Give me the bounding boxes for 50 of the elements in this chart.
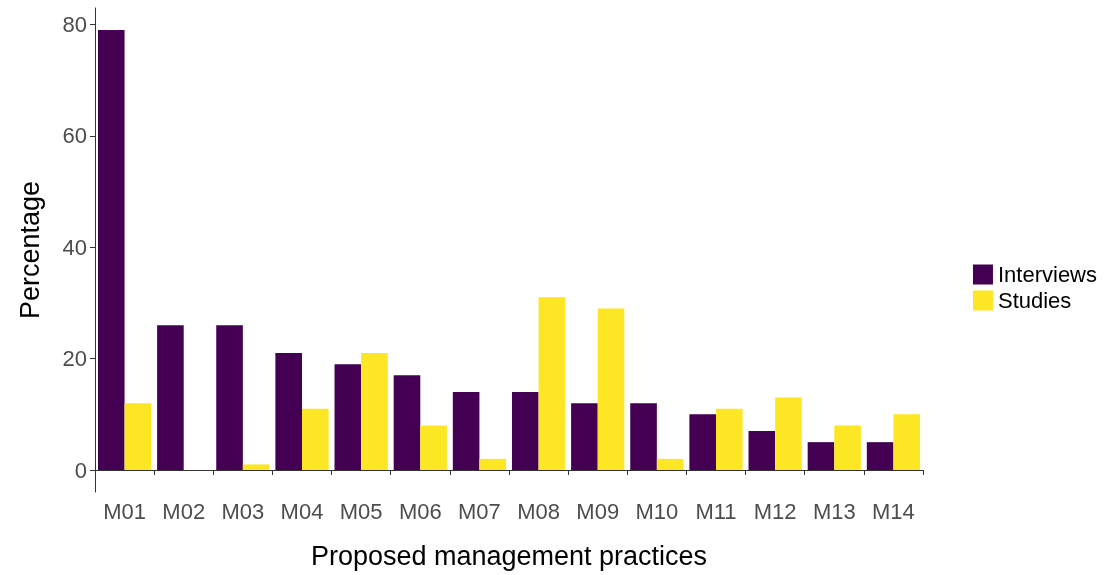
bar: [807, 442, 835, 470]
bar: [538, 297, 566, 470]
legend-label: Studies: [997, 288, 1072, 313]
y-axis-title: Percentage: [14, 180, 45, 320]
bar: [124, 403, 152, 470]
x-tick-label: M11: [695, 498, 737, 524]
bar: [242, 464, 270, 470]
y-tick-label: 0: [74, 457, 87, 483]
x-tick-label: M04: [280, 498, 324, 524]
bar: [866, 442, 894, 470]
x-tick-label: M05: [339, 498, 383, 524]
x-tick-label: M13: [812, 498, 856, 524]
x-tick-label: M12: [753, 498, 797, 524]
y-tick-label: 60: [62, 123, 87, 149]
bar: [748, 431, 776, 470]
bar: [597, 308, 625, 470]
bar: [893, 414, 921, 470]
x-axis-title: Proposed management practices: [310, 540, 708, 571]
bar: [157, 325, 184, 470]
x-tick-label: M08: [517, 498, 560, 524]
bar: [630, 403, 657, 470]
bar: [834, 425, 861, 470]
y-tick-label: 40: [62, 234, 87, 260]
bar: [656, 458, 684, 470]
bar: [420, 425, 447, 470]
bar: [511, 392, 539, 470]
legend-label: Interviews: [997, 262, 1098, 287]
bar: [716, 408, 743, 470]
bar: [334, 364, 362, 470]
bar: [571, 403, 598, 470]
x-tick-label: M07: [458, 498, 501, 524]
bar: [775, 397, 802, 470]
x-tick-label: M10: [635, 498, 679, 524]
y-tick-label: 80: [62, 11, 87, 37]
bar: [361, 353, 388, 470]
bar: [302, 408, 329, 470]
x-tick-label: M14: [872, 498, 915, 524]
y-tick-label: 20: [62, 346, 87, 372]
bar: [97, 30, 125, 470]
x-tick-label: M03: [221, 498, 265, 524]
bar: [479, 458, 507, 470]
bar: [216, 325, 243, 470]
bar: [452, 392, 480, 470]
bar: [275, 353, 302, 470]
x-tick-label: M02: [162, 498, 206, 524]
bar: [393, 375, 421, 470]
bar: [689, 414, 716, 470]
x-tick-label: M06: [398, 498, 442, 524]
x-tick-label: M01: [103, 498, 146, 524]
x-tick-label: M09: [576, 498, 620, 524]
